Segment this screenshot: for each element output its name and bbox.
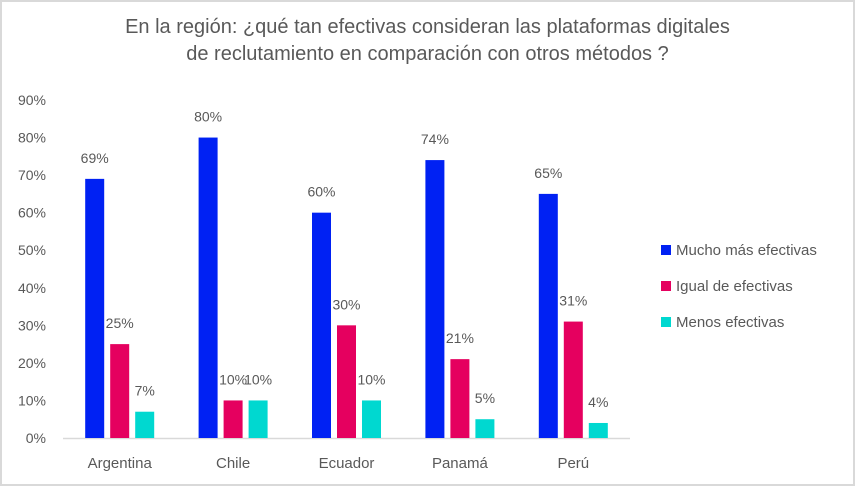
bar: [425, 160, 445, 439]
bar: [337, 325, 356, 438]
y-tick-label: 10%: [18, 392, 46, 408]
legend: Mucho más efectivas Igual de efectivas M…: [661, 232, 817, 340]
data-label: 80%: [194, 109, 222, 125]
bar: [475, 419, 495, 438]
bar: [110, 344, 130, 438]
y-tick-label: 60%: [18, 205, 46, 221]
chart-title-line-2: de reclutamiento en comparación con otro…: [186, 43, 669, 65]
legend-swatch-menos: [661, 317, 671, 327]
bar: [362, 400, 381, 438]
data-label: 5%: [475, 390, 495, 406]
y-tick-label: 90%: [18, 92, 46, 108]
y-tick-label: 30%: [18, 317, 46, 333]
y-tick-label: 20%: [18, 355, 46, 371]
data-label: 60%: [307, 184, 335, 200]
data-label: 10%: [219, 371, 247, 387]
data-label: 69%: [81, 150, 109, 166]
bar: [312, 212, 331, 438]
bar: [538, 193, 558, 438]
chart-title: En la región: ¿qué tan efectivas conside…: [0, 14, 855, 68]
legend-item-menos: Menos efectivas: [661, 304, 817, 340]
data-label: 25%: [106, 315, 134, 331]
data-label: 10%: [244, 371, 272, 387]
data-label: 30%: [332, 296, 360, 312]
x-tick-label: Perú: [557, 455, 589, 472]
x-tick-label: Chile: [216, 455, 250, 472]
data-label: 7%: [135, 383, 155, 399]
x-tick-label: Panamá: [432, 455, 489, 472]
legend-item-mucho-mas: Mucho más efectivas: [661, 232, 817, 268]
legend-label-menos: Menos efectivas: [676, 313, 785, 331]
bar: [135, 411, 155, 438]
x-tick-label: Argentina: [88, 455, 153, 472]
y-tick-label: 50%: [18, 242, 46, 258]
data-label: 21%: [446, 330, 474, 346]
bar: [198, 137, 218, 439]
data-label: 74%: [421, 131, 449, 147]
legend-label-igual: Igual de efectivas: [676, 277, 793, 295]
bar: [450, 359, 470, 438]
y-tick-label: 0%: [26, 430, 46, 446]
data-label: 10%: [357, 371, 385, 387]
bar: [588, 422, 608, 438]
bar: [223, 400, 243, 438]
bar: [248, 400, 268, 438]
legend-swatch-igual: [661, 281, 671, 291]
legend-label-mucho-mas: Mucho más efectivas: [676, 241, 817, 259]
y-tick-label: 40%: [18, 280, 46, 296]
chart-title-line-1: En la región: ¿qué tan efectivas conside…: [125, 16, 730, 38]
data-label: 31%: [559, 293, 587, 309]
bar: [85, 178, 105, 438]
y-tick-label: 70%: [18, 167, 46, 183]
x-tick-label: Ecuador: [319, 455, 375, 472]
legend-swatch-mucho-mas: [661, 245, 671, 255]
bar: [563, 321, 583, 438]
legend-item-igual: Igual de efectivas: [661, 268, 817, 304]
data-label: 65%: [534, 165, 562, 181]
data-label: 4%: [588, 394, 608, 410]
y-tick-label: 80%: [18, 130, 46, 146]
